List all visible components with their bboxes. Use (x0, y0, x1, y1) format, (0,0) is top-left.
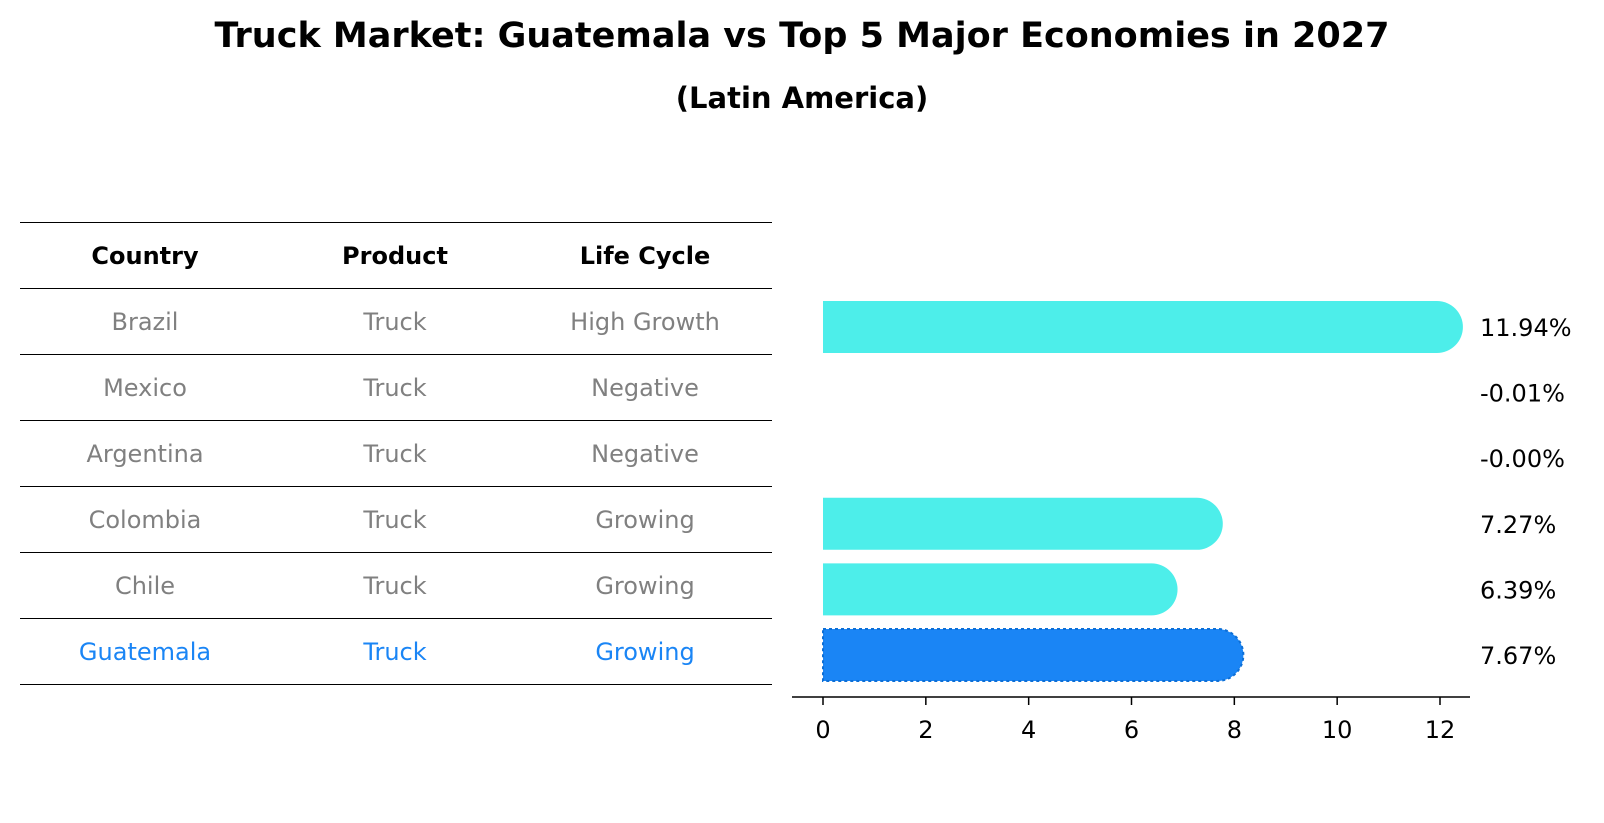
data-label: -0.01% (1480, 380, 1565, 408)
life-cycle-cell: Growing (595, 637, 695, 666)
product-cell: Truck (363, 307, 427, 336)
table-row-highlight: Guatemala Truck Growing (20, 618, 772, 685)
table-row: Mexico Truck Negative (20, 354, 772, 420)
bar-brazil (823, 301, 1463, 353)
bar-chile (823, 563, 1178, 616)
product-cell: Truck (363, 439, 427, 468)
bar-guatemala (822, 628, 1245, 682)
x-tick-label: 4 (1021, 716, 1036, 744)
data-label: 11.94% (1480, 314, 1572, 342)
product-cell: Truck (363, 373, 427, 402)
data-label: 7.27% (1480, 511, 1556, 539)
lifecycle-table: Country Product Life Cycle Brazil Truck … (20, 222, 772, 685)
life-cycle-cell: Growing (595, 505, 695, 534)
table-row: Colombia Truck Growing (20, 486, 772, 552)
column-header-country: Country (91, 241, 199, 270)
bar-colombia (823, 497, 1223, 550)
column-header-life-cycle: Life Cycle (579, 241, 711, 270)
country-cell: Guatemala (78, 637, 212, 666)
x-tick-label: 6 (1124, 716, 1139, 744)
x-tick-label: 0 (815, 716, 830, 744)
product-cell: Truck (363, 505, 427, 534)
product-cell: Truck (363, 571, 427, 600)
x-tick-label: 2 (918, 716, 933, 744)
country-cell: Brazil (111, 307, 179, 336)
data-label: -0.00% (1480, 445, 1565, 473)
chart-title: Truck Market: Guatemala vs Top 5 Major E… (214, 16, 1390, 56)
table-row: Brazil Truck High Growth (20, 288, 772, 354)
column-header-product: Product (342, 241, 448, 270)
life-cycle-cell: Negative (591, 373, 699, 402)
table-header-row: Country Product Life Cycle (20, 222, 772, 288)
x-tick-label: 8 (1227, 716, 1242, 744)
table-row: Argentina Truck Negative (20, 420, 772, 486)
product-cell: Truck (363, 637, 427, 666)
chart-subtitle: (Latin America) (675, 81, 929, 115)
country-cell: Mexico (103, 373, 187, 402)
country-cell: Argentina (86, 439, 204, 468)
table-row: Chile Truck Growing (20, 552, 772, 618)
life-cycle-cell: Negative (591, 439, 699, 468)
life-cycle-cell: Growing (595, 571, 695, 600)
country-cell: Colombia (88, 505, 202, 534)
x-tick-label: 12 (1425, 716, 1456, 744)
life-cycle-cell: High Growth (570, 307, 720, 336)
data-label: 6.39% (1480, 576, 1556, 604)
data-label: 7.67% (1480, 642, 1556, 670)
x-tick-label: 10 (1322, 716, 1353, 744)
country-cell: Chile (114, 571, 176, 600)
